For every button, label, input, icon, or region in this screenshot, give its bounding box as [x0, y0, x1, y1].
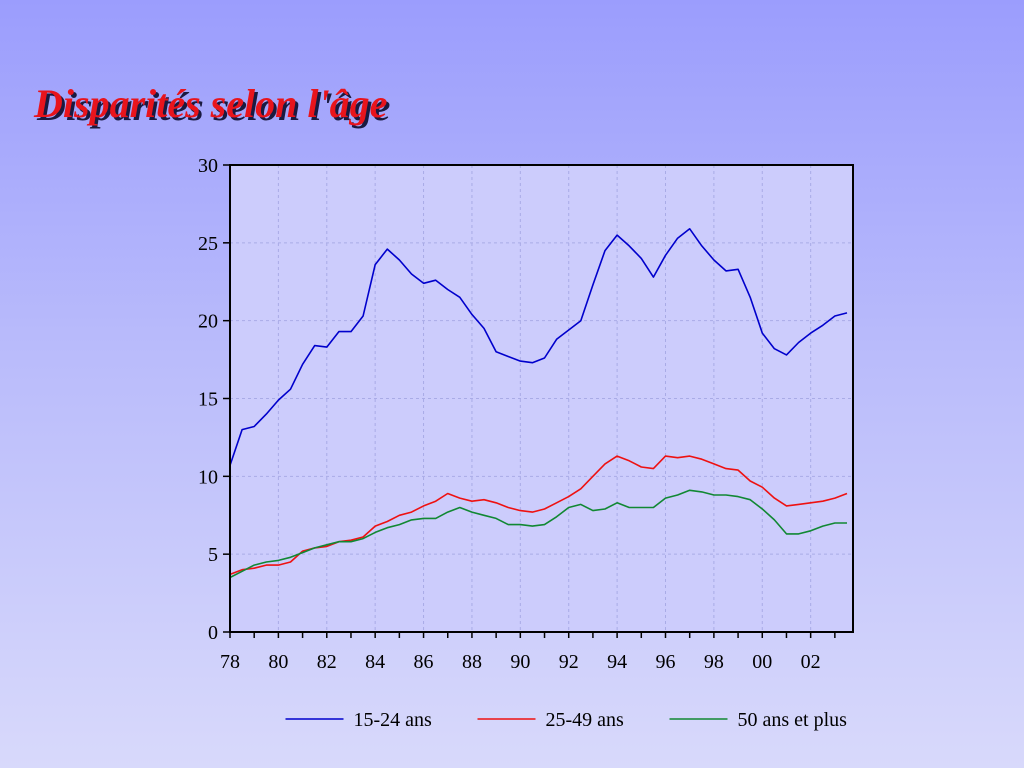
legend-label: 50 ans et plus [738, 709, 848, 731]
y-tick-label: 0 [208, 622, 218, 644]
x-tick-label: 88 [462, 651, 482, 673]
slide-title: Disparités selon l'âge [34, 81, 388, 126]
x-tick-label: 96 [655, 651, 675, 673]
y-tick-label: 5 [208, 544, 218, 566]
x-axis: 78 80 82 84 86 88 90 92 94 96 98 00 02 [220, 632, 836, 673]
legend-item: 25-49 ans [477, 709, 625, 731]
x-tick-label: 80 [268, 651, 288, 673]
x-tick-label: 84 [365, 651, 385, 673]
grid-lines [230, 165, 853, 632]
legend-item: 50 ans et plus [669, 709, 848, 731]
x-tick-label: 98 [704, 651, 724, 673]
legend-label: 15-24 ans [354, 709, 433, 731]
x-tick-label: 90 [510, 651, 530, 673]
legend: 15-24 ans 25-49 ans 50 ans et plus [285, 709, 848, 731]
x-tick-label: 02 [801, 651, 821, 673]
series-line-1 [229, 228, 848, 466]
x-tick-label: 00 [752, 651, 772, 673]
x-tick-label: 78 [220, 651, 240, 673]
y-axis: 0 5 10 15 20 25 30 [198, 155, 230, 644]
y-tick-label: 20 [198, 311, 218, 333]
legend-item: 15-24 ans [285, 709, 433, 731]
x-tick-label: 94 [607, 651, 627, 673]
y-tick-label: 10 [198, 466, 218, 488]
y-tick-label: 25 [198, 233, 218, 255]
series-lines [229, 228, 848, 579]
y-tick-label: 30 [198, 155, 218, 177]
legend-label: 25-49 ans [546, 709, 625, 731]
y-tick-label: 15 [198, 389, 218, 411]
x-tick-label: 92 [559, 651, 579, 673]
x-tick-label: 86 [414, 651, 434, 673]
series-line-3 [229, 489, 847, 579]
x-tick-label: 82 [317, 651, 337, 673]
